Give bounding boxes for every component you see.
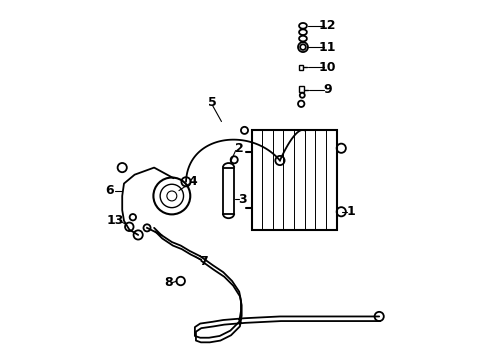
Text: 9: 9: [323, 83, 331, 96]
Bar: [251, 130, 336, 230]
Text: 6: 6: [105, 184, 114, 197]
Text: 11: 11: [318, 41, 336, 54]
Text: 5: 5: [208, 95, 217, 108]
Text: 2: 2: [234, 141, 243, 154]
Bar: [298, 86, 304, 93]
Text: 13: 13: [106, 214, 123, 227]
Text: 1: 1: [346, 205, 354, 218]
Text: 3: 3: [238, 193, 246, 206]
Text: 7: 7: [199, 255, 208, 268]
Text: 4: 4: [188, 175, 197, 188]
Text: 12: 12: [318, 19, 336, 32]
Bar: [298, 65, 303, 70]
Text: 10: 10: [318, 61, 336, 74]
Text: 8: 8: [163, 276, 172, 289]
